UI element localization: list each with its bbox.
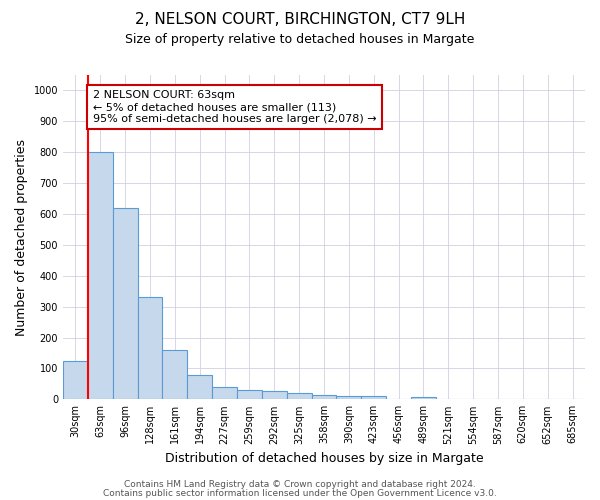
Bar: [137, 298, 163, 400]
Bar: [212, 387, 237, 400]
Bar: [262, 391, 287, 400]
Text: Contains HM Land Registry data © Crown copyright and database right 2024.: Contains HM Land Registry data © Crown c…: [124, 480, 476, 489]
Y-axis label: Number of detached properties: Number of detached properties: [15, 138, 28, 336]
Bar: [163, 350, 187, 400]
Bar: [113, 208, 137, 400]
Text: 2 NELSON COURT: 63sqm
← 5% of detached houses are smaller (113)
95% of semi-deta: 2 NELSON COURT: 63sqm ← 5% of detached h…: [93, 90, 376, 124]
Bar: [187, 374, 212, 400]
X-axis label: Distribution of detached houses by size in Margate: Distribution of detached houses by size …: [164, 452, 483, 465]
Text: 2, NELSON COURT, BIRCHINGTON, CT7 9LH: 2, NELSON COURT, BIRCHINGTON, CT7 9LH: [135, 12, 465, 28]
Bar: [237, 390, 262, 400]
Text: Contains public sector information licensed under the Open Government Licence v3: Contains public sector information licen…: [103, 488, 497, 498]
Bar: [88, 152, 113, 400]
Bar: [311, 394, 337, 400]
Bar: [361, 396, 386, 400]
Bar: [287, 393, 311, 400]
Bar: [411, 397, 436, 400]
Bar: [337, 396, 361, 400]
Text: Size of property relative to detached houses in Margate: Size of property relative to detached ho…: [125, 32, 475, 46]
Bar: [63, 360, 88, 400]
